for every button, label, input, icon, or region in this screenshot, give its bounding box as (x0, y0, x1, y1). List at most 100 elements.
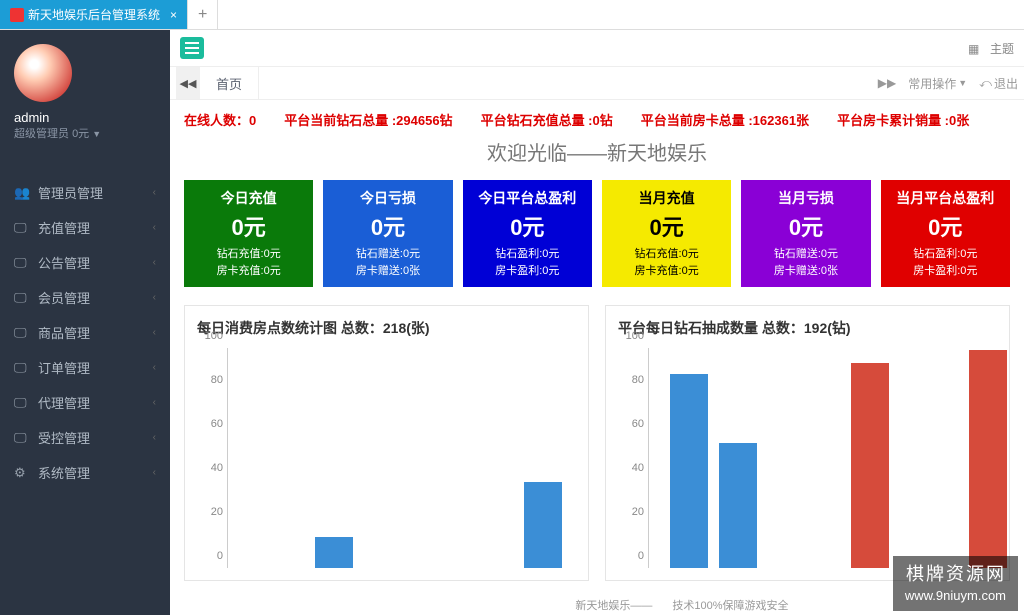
chevron-left-icon: ‹ (153, 362, 156, 373)
stat-item: 平台钻石充值总量 :0钻 (481, 110, 613, 129)
sidebar: admin 超级管理员 0元 ▼ 👥管理员管理‹🖵充值管理‹🖵公告管理‹🖵会员管… (0, 30, 170, 615)
stats-line: 在线人数：0平台当前钻石总量 :294656钻平台钻石充值总量 :0钻平台当前房… (184, 110, 1010, 129)
footer-right: 技术100%保障游戏安全 (672, 597, 788, 613)
card-line: 房卡赠送:0张 (327, 263, 448, 280)
menu-label: 充值管理 (38, 218, 90, 237)
toolbar: 主题 (170, 30, 1024, 66)
sidebar-menu: 👥管理员管理‹🖵充值管理‹🖵公告管理‹🖵会员管理‹🖵商品管理‹🖵订单管理‹🖵代理… (0, 175, 170, 490)
sidebar-item[interactable]: 🖵充值管理‹ (0, 210, 170, 245)
nav-exit[interactable]: ⤺ 退出 (979, 75, 1018, 92)
menu-icon: 🖵 (14, 325, 28, 341)
summary-card: 今日充值0元钻石充值:0元房卡充值:0元 (184, 180, 313, 287)
card-title: 当月平台总盈利 (885, 188, 1006, 208)
menu-icon: 🖵 (14, 290, 28, 306)
chart1: 020406080100 (197, 348, 576, 568)
watermark-title: 棋牌资源网 (905, 562, 1006, 587)
nav-tabs: ◀◀ 首页 ▶▶ 常用操作▼ ⤺ 退出 (170, 66, 1024, 100)
browser-tab-active[interactable]: 新天地娱乐后台管理系统 × (0, 0, 188, 29)
chart-bar (670, 374, 708, 568)
card-value: 0元 (467, 210, 588, 242)
summary-card: 今日亏损0元钻石赠送:0元房卡赠送:0张 (323, 180, 452, 287)
summary-cards: 今日充值0元钻石充值:0元房卡充值:0元今日亏损0元钻石赠送:0元房卡赠送:0张… (184, 180, 1010, 287)
chart-bar (315, 537, 353, 568)
sidebar-item[interactable]: 🖵 代理管理 ‹ (0, 385, 170, 420)
y-tick: 100 (205, 330, 223, 342)
chevron-left-icon: ‹ (153, 467, 156, 478)
menu-icon: 🖵 (14, 360, 28, 376)
summary-card: 当月充值0元钻石充值:0元房卡充值:0元 (602, 180, 731, 287)
watermark: 棋牌资源网 www.9niuym.com (893, 556, 1018, 611)
y-tick: 60 (632, 418, 644, 430)
sidebar-item[interactable]: 🖵公告管理‹ (0, 245, 170, 280)
content: 主题 ◀◀ 首页 ▶▶ 常用操作▼ ⤺ 退出 在线人数：0平台当前钻石总量 :2… (170, 30, 1024, 615)
card-line: 钻石盈利:0元 (467, 246, 588, 263)
chart-bar (851, 363, 889, 568)
sidebar-item[interactable]: 🖵 会员管理 ‹ (0, 280, 170, 315)
card-value: 0元 (188, 210, 309, 242)
welcome-title: 欢迎光临——新天地娱乐 (184, 137, 1010, 166)
grid-icon[interactable] (968, 42, 982, 54)
nav-next-button[interactable]: ▶▶ (878, 76, 896, 90)
menu-label: 代理管理 (38, 393, 90, 412)
y-tick: 80 (211, 374, 223, 386)
chevron-left-icon: ‹ (153, 292, 156, 303)
card-title: 当月亏损 (745, 188, 866, 208)
y-tick: 0 (638, 550, 644, 562)
theme-link[interactable]: 主题 (990, 40, 1014, 57)
menu-label: 订单管理 (38, 358, 90, 377)
nav-common-ops[interactable]: 常用操作▼ (908, 75, 967, 92)
menu-icon: 🖵 (14, 220, 28, 236)
sidebar-item[interactable]: 👥 管理员管理 ‹ (0, 175, 170, 210)
chart-bar (969, 350, 1007, 568)
chart-bar (524, 482, 562, 568)
card-title: 今日充值 (188, 188, 309, 208)
card-line: 房卡盈利:0元 (885, 263, 1006, 280)
browser-tabs: 新天地娱乐后台管理系统 × + (0, 0, 1024, 30)
chevron-left-icon: ‹ (153, 432, 156, 443)
tab-title: 新天地娱乐后台管理系统 (28, 6, 160, 23)
sidebar-item[interactable]: 🖵 受控管理 ‹ (0, 420, 170, 455)
summary-card: 当月亏损0元钻石赠送:0元房卡赠送:0张 (741, 180, 870, 287)
menu-label: 会员管理 (38, 288, 90, 307)
nav-tab-home[interactable]: 首页 (200, 67, 259, 99)
card-line: 钻石充值:0元 (188, 246, 309, 263)
chevron-left-icon: ‹ (153, 187, 156, 198)
card-value: 0元 (745, 210, 866, 242)
card-title: 今日亏损 (327, 188, 448, 208)
close-icon[interactable]: × (170, 8, 177, 22)
menu-icon: 👥 (14, 185, 28, 201)
chart1-title: 每日消费房点数统计图 总数：218(张) (197, 318, 576, 338)
sidebar-item[interactable]: ⚙系统管理‹ (0, 455, 170, 490)
card-line: 房卡充值:0元 (606, 263, 727, 280)
stat-item: 平台当前房卡总量 :162361张 (641, 110, 809, 129)
y-tick: 40 (632, 462, 644, 474)
card-value: 0元 (606, 210, 727, 242)
card-title: 今日平台总盈利 (467, 188, 588, 208)
avatar[interactable] (14, 44, 72, 102)
chevron-left-icon: ‹ (153, 397, 156, 408)
chart-panels: 每日消费房点数统计图 总数：218(张) 020406080100 平台每日钻石… (184, 305, 1010, 581)
chevron-left-icon: ‹ (153, 257, 156, 268)
menu-label: 管理员管理 (38, 183, 103, 202)
user-role[interactable]: 超级管理员 0元 ▼ (14, 125, 156, 141)
card-line: 房卡赠送:0张 (745, 263, 866, 280)
summary-card: 今日平台总盈利0元钻石盈利:0元房卡盈利:0元 (463, 180, 592, 287)
summary-card: 当月平台总盈利0元钻石盈利:0元房卡盈利:0元 (881, 180, 1010, 287)
sidebar-item[interactable]: 🖵 订单管理 ‹ (0, 350, 170, 385)
menu-label: 受控管理 (38, 428, 90, 447)
card-line: 钻石充值:0元 (606, 246, 727, 263)
card-value: 0元 (327, 210, 448, 242)
menu-icon: 🖵 (14, 395, 28, 411)
new-tab-button[interactable]: + (188, 0, 218, 29)
y-tick: 0 (217, 550, 223, 562)
menu-toggle-button[interactable] (180, 37, 204, 59)
y-tick: 20 (632, 506, 644, 518)
card-line: 钻石赠送:0元 (745, 246, 866, 263)
tab-favicon (10, 8, 24, 22)
menu-icon: 🖵 (14, 430, 28, 446)
stat-item: 平台当前钻石总量 :294656钻 (284, 110, 452, 129)
chart-bar (719, 443, 757, 568)
sidebar-item[interactable]: 🖵商品管理‹ (0, 315, 170, 350)
nav-prev-button[interactable]: ◀◀ (176, 67, 200, 99)
y-tick: 80 (632, 374, 644, 386)
